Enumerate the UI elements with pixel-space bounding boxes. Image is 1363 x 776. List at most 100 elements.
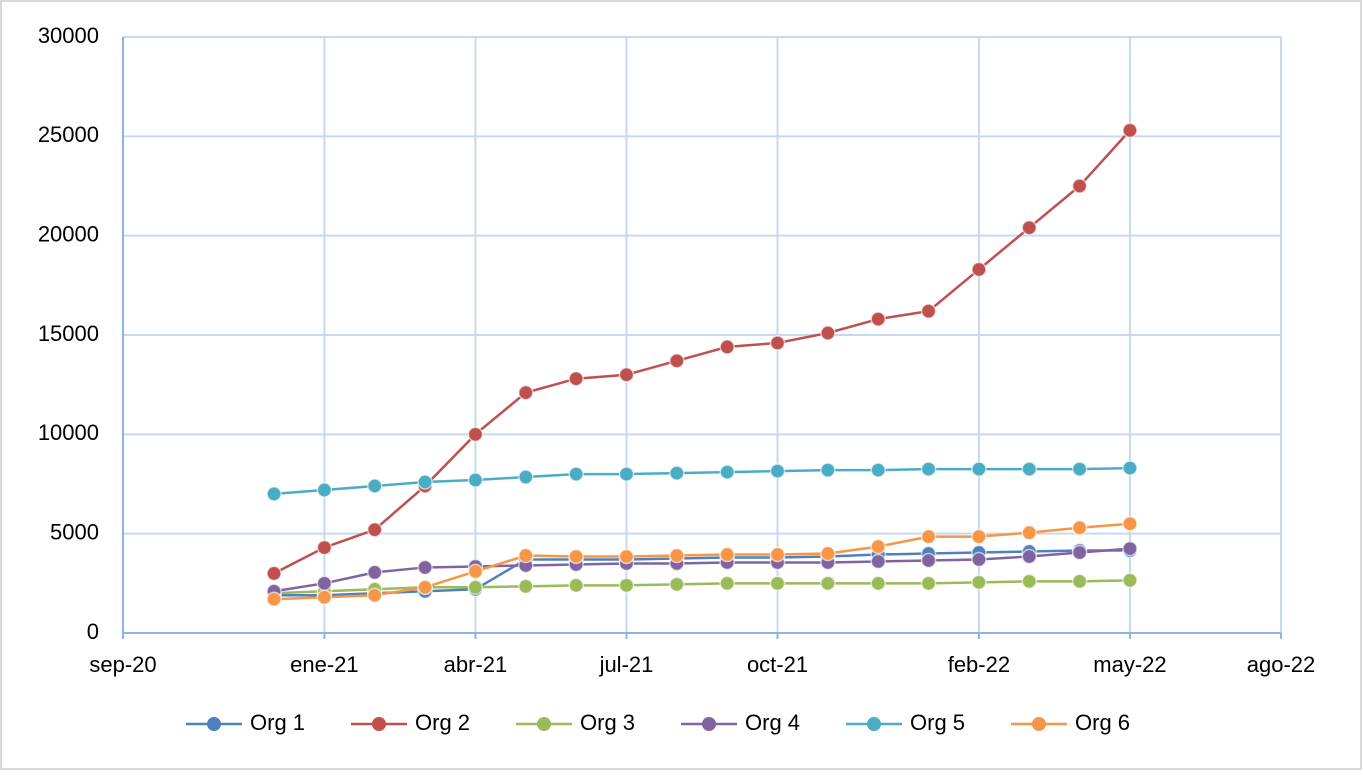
data-point <box>920 552 937 569</box>
y-tick-label: 10000 <box>38 420 99 445</box>
data-point <box>769 575 786 592</box>
data-point <box>920 575 937 592</box>
data-point <box>568 577 584 594</box>
x-tick-label: abr-21 <box>444 652 508 677</box>
legend-label: Org 1 <box>250 710 305 735</box>
data-point <box>568 466 584 482</box>
data-point <box>417 579 433 596</box>
legend-marker <box>702 717 716 731</box>
data-point <box>820 545 836 562</box>
data-point <box>1122 540 1138 557</box>
series-line <box>273 129 1131 575</box>
legend-label: Org 4 <box>745 710 800 735</box>
data-point <box>568 548 584 565</box>
data-point <box>467 579 484 596</box>
data-point <box>316 482 333 498</box>
data-point <box>1021 219 1038 236</box>
legend-label: Org 5 <box>910 710 965 735</box>
data-point <box>669 353 685 369</box>
data-point <box>719 546 735 563</box>
data-point <box>366 521 383 538</box>
data-point <box>518 469 534 485</box>
data-point <box>618 466 635 482</box>
data-point <box>266 565 282 582</box>
data-point <box>1122 515 1138 532</box>
data-point <box>1021 461 1038 477</box>
y-tick-label: 0 <box>87 619 99 644</box>
data-point <box>1021 548 1038 565</box>
data-point <box>266 591 282 607</box>
data-point <box>1071 544 1088 561</box>
data-point <box>669 547 685 564</box>
series-line <box>274 549 1130 597</box>
data-point <box>820 462 836 478</box>
legend-label: Org 3 <box>580 710 635 735</box>
data-point <box>467 472 484 488</box>
data-point <box>417 559 433 576</box>
data-point <box>870 462 886 478</box>
data-point <box>719 339 735 355</box>
x-tick-label: jul-21 <box>599 652 654 677</box>
data-point <box>870 311 886 327</box>
data-point <box>920 461 937 477</box>
y-tick-label: 25000 <box>38 122 99 147</box>
data-point <box>316 539 333 556</box>
data-point <box>618 548 635 565</box>
legend-marker <box>207 717 221 731</box>
x-tick-label: ene-21 <box>290 652 359 677</box>
data-point <box>669 465 685 481</box>
data-point <box>870 575 886 592</box>
data-point <box>518 384 534 401</box>
data-point <box>820 325 836 341</box>
data-point <box>1021 524 1038 541</box>
data-point <box>417 474 433 490</box>
data-point <box>1122 460 1138 476</box>
data-point <box>467 426 484 443</box>
x-tick-label: ago-22 <box>1247 652 1316 677</box>
data-point <box>769 463 786 479</box>
data-point <box>1071 461 1088 477</box>
data-point <box>971 551 987 568</box>
data-point <box>518 578 534 595</box>
y-tick-label: 30000 <box>38 23 99 48</box>
data-point <box>1122 122 1138 139</box>
data-point <box>316 589 333 605</box>
data-point <box>366 478 383 494</box>
y-tick-label: 20000 <box>38 221 99 246</box>
data-point <box>870 553 886 570</box>
legend-marker <box>1032 717 1046 731</box>
data-point <box>820 575 836 592</box>
data-point <box>971 528 987 545</box>
data-point <box>971 261 987 278</box>
data-point <box>769 546 786 563</box>
data-point <box>1122 572 1138 589</box>
data-point <box>618 577 635 594</box>
data-point <box>719 464 735 480</box>
data-point <box>366 564 383 581</box>
data-point <box>769 335 786 351</box>
data-point <box>568 370 584 387</box>
data-point <box>1071 573 1088 590</box>
data-point <box>316 575 333 592</box>
data-point <box>920 303 937 319</box>
data-point <box>467 563 484 580</box>
y-tick-label: 15000 <box>38 321 99 346</box>
x-tick-label: sep-20 <box>89 652 156 677</box>
data-point <box>971 574 987 591</box>
data-point <box>719 575 735 592</box>
data-point <box>870 538 886 555</box>
legend-marker <box>867 717 881 731</box>
x-tick-label: oct-21 <box>747 652 808 677</box>
series-line <box>273 466 1130 496</box>
series-line <box>273 522 1131 601</box>
data-point <box>518 547 534 564</box>
x-tick-label: may-22 <box>1093 652 1166 677</box>
data-point <box>366 587 383 604</box>
legend-label: Org 2 <box>415 710 470 735</box>
data-point <box>266 486 282 502</box>
data-point <box>669 576 685 593</box>
data-point <box>1071 178 1088 194</box>
legend-marker <box>537 717 551 731</box>
data-point <box>1021 573 1038 590</box>
